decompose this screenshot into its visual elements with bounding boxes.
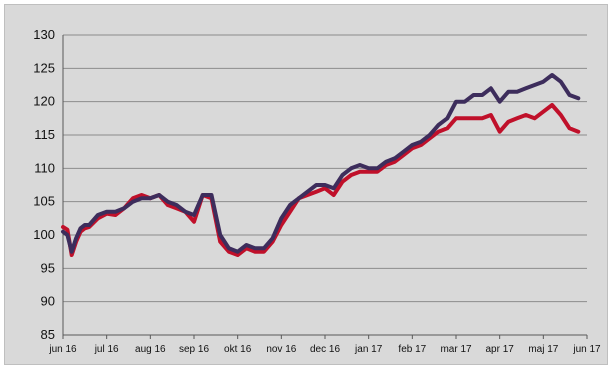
y-tick-label: 105 [33,194,55,209]
x-tick-labels: jun 16 jul 16 aug 16 sep 16 okt 16 nov 16 dec … [48,344,601,355]
x-tick-label: maj 17 [528,344,558,355]
axes [62,35,588,339]
y-tick-label: 125 [33,60,55,75]
grid [63,34,587,336]
x-tick-label: jun 17 [572,344,601,355]
series-line-1 [61,103,581,257]
y-tick-label: 130 [33,27,55,42]
chart-frame: 85 90 95 100 105 110 115 120 125 130 jun 16 jul 16… [4,4,608,365]
x-tick-label: aug 16 [135,344,166,355]
x-tick-label: apr 17 [485,344,514,355]
y-tick-label: 110 [34,160,55,175]
x-tick-label: sep 16 [179,344,209,355]
x-tick-label: okt 16 [224,344,252,355]
x-tick-label: dec 16 [310,344,340,355]
series-line-2 [61,73,581,254]
x-tick-label: jul 16 [94,344,119,355]
x-tick-label: feb 17 [398,344,426,355]
line-chart: 85 90 95 100 105 110 115 120 125 130 jun 16 jul 16… [33,27,601,355]
y-tick-label: 100 [33,227,55,242]
series-layer [61,73,581,257]
x-tick-label: mar 17 [440,344,472,355]
x-tick-label: jan 17 [354,344,383,355]
x-tick-label: nov 16 [266,344,296,355]
y-tick-label: 95 [41,260,55,275]
x-tick-label: jun 16 [48,344,77,355]
y-tick-label: 115 [34,127,55,142]
y-tick-labels: 85 90 95 100 105 110 115 120 125 130 [33,27,55,342]
y-tick-label: 85 [41,327,55,342]
y-tick-label: 120 [33,94,55,109]
y-tick-label: 90 [41,294,55,309]
